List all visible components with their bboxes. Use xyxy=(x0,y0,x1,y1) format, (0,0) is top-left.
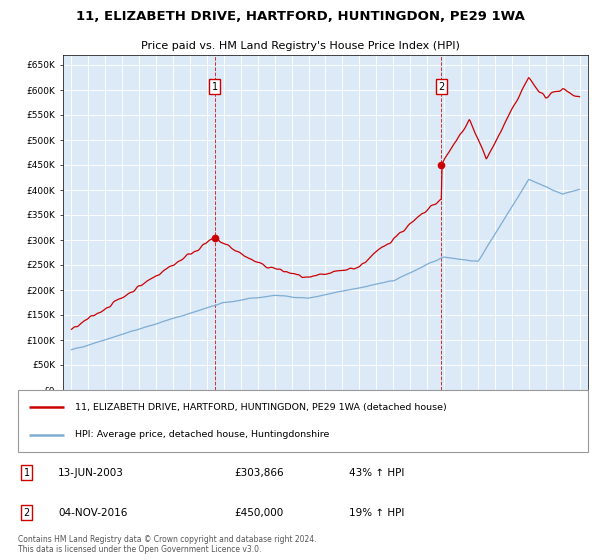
Text: HPI: Average price, detached house, Huntingdonshire: HPI: Average price, detached house, Hunt… xyxy=(75,430,329,439)
Text: £450,000: £450,000 xyxy=(235,507,284,517)
Text: 1: 1 xyxy=(212,82,218,92)
Text: 11, ELIZABETH DRIVE, HARTFORD, HUNTINGDON, PE29 1WA (detached house): 11, ELIZABETH DRIVE, HARTFORD, HUNTINGDO… xyxy=(75,403,447,412)
Text: 43% ↑ HPI: 43% ↑ HPI xyxy=(349,468,404,478)
Text: 19% ↑ HPI: 19% ↑ HPI xyxy=(349,507,404,517)
Text: 2: 2 xyxy=(23,507,29,517)
Text: 04-NOV-2016: 04-NOV-2016 xyxy=(58,507,127,517)
FancyBboxPatch shape xyxy=(18,390,588,452)
Text: 2: 2 xyxy=(438,82,445,92)
Text: 1: 1 xyxy=(23,468,29,478)
Text: £303,866: £303,866 xyxy=(235,468,284,478)
Text: Price paid vs. HM Land Registry's House Price Index (HPI): Price paid vs. HM Land Registry's House … xyxy=(140,41,460,52)
Text: 13-JUN-2003: 13-JUN-2003 xyxy=(58,468,124,478)
Text: Contains HM Land Registry data © Crown copyright and database right 2024.
This d: Contains HM Land Registry data © Crown c… xyxy=(18,535,317,554)
Text: 11, ELIZABETH DRIVE, HARTFORD, HUNTINGDON, PE29 1WA: 11, ELIZABETH DRIVE, HARTFORD, HUNTINGDO… xyxy=(76,10,524,23)
